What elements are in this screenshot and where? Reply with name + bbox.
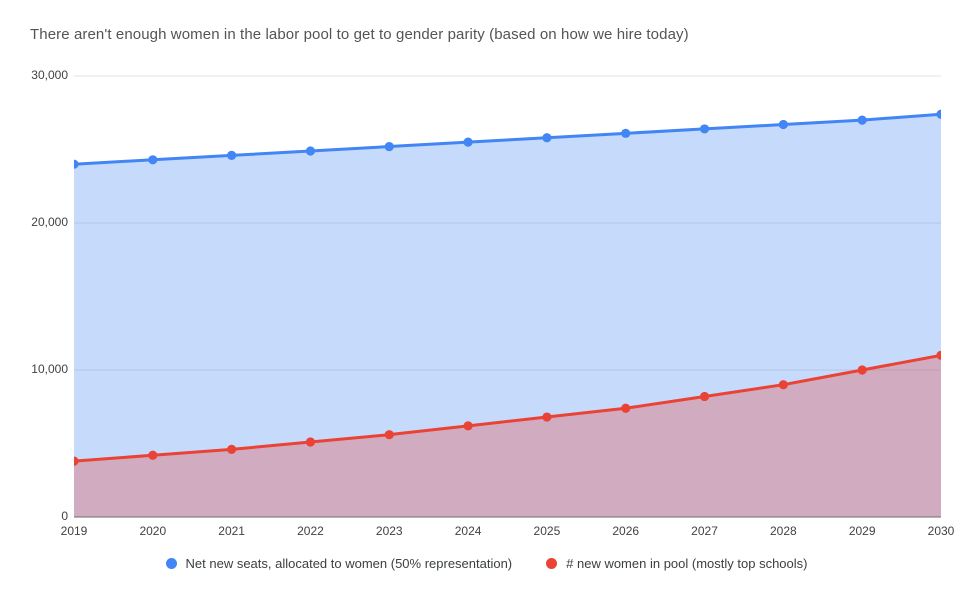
- area-series-1: [74, 355, 941, 517]
- x-tick-label: 2021: [218, 524, 245, 538]
- data-point: [384, 430, 394, 440]
- y-tick-label: 30,000: [31, 68, 68, 82]
- chart-title: There aren't enough women in the labor p…: [30, 26, 689, 43]
- legend-dot-icon: [546, 558, 558, 569]
- data-point: [936, 350, 941, 360]
- x-tick-label: 2030: [927, 524, 955, 538]
- x-tick-label: 2028: [770, 524, 797, 538]
- data-point: [778, 119, 788, 130]
- y-tick-label: 10,000: [31, 362, 68, 376]
- legend-label: # new women in pool (mostly top schools): [566, 556, 808, 571]
- data-point: [305, 146, 316, 156]
- legend-item: # new women in pool (mostly top schools): [546, 556, 807, 571]
- data-point: [857, 365, 867, 375]
- x-tick-label: 2027: [691, 524, 718, 538]
- x-tick-label: 2020: [139, 524, 167, 538]
- data-point: [384, 141, 394, 152]
- x-tick-label: 2029: [848, 524, 876, 538]
- y-tick-label: 0: [61, 509, 68, 523]
- data-point: [542, 133, 552, 143]
- data-point: [857, 115, 867, 125]
- data-point: [621, 128, 631, 138]
- data-point: [463, 137, 473, 147]
- data-point: [463, 421, 473, 431]
- data-point: [305, 437, 316, 447]
- x-tick-label: 2024: [454, 524, 482, 538]
- area-series-0: [74, 114, 941, 517]
- legend-dot-icon: [165, 558, 177, 569]
- x-tick-label: 2026: [612, 524, 640, 538]
- y-tick-label: 20,000: [31, 215, 68, 229]
- data-point: [621, 403, 631, 413]
- x-tick-label: 2022: [297, 524, 324, 538]
- x-tick-label: 2019: [60, 524, 88, 538]
- data-point: [699, 124, 710, 134]
- data-point: [227, 444, 237, 454]
- data-point: [74, 456, 79, 466]
- x-tick-label: 2023: [375, 524, 403, 538]
- data-point: [148, 155, 158, 165]
- data-point: [74, 159, 79, 169]
- data-point: [542, 412, 552, 422]
- data-point: [936, 109, 941, 119]
- data-point: [778, 380, 788, 390]
- data-point: [699, 391, 710, 402]
- legend-item: Net new seats, allocated to women (50% r…: [165, 556, 513, 571]
- x-tick-label: 2025: [533, 524, 561, 538]
- data-point: [148, 450, 158, 460]
- legend: Net new seats, allocated to women (50% r…: [0, 556, 973, 571]
- data-point: [227, 150, 237, 160]
- line-series-1: [74, 353, 941, 463]
- line-series-0: [74, 112, 941, 166]
- legend-label: Net new seats, allocated to women (50% r…: [185, 556, 513, 571]
